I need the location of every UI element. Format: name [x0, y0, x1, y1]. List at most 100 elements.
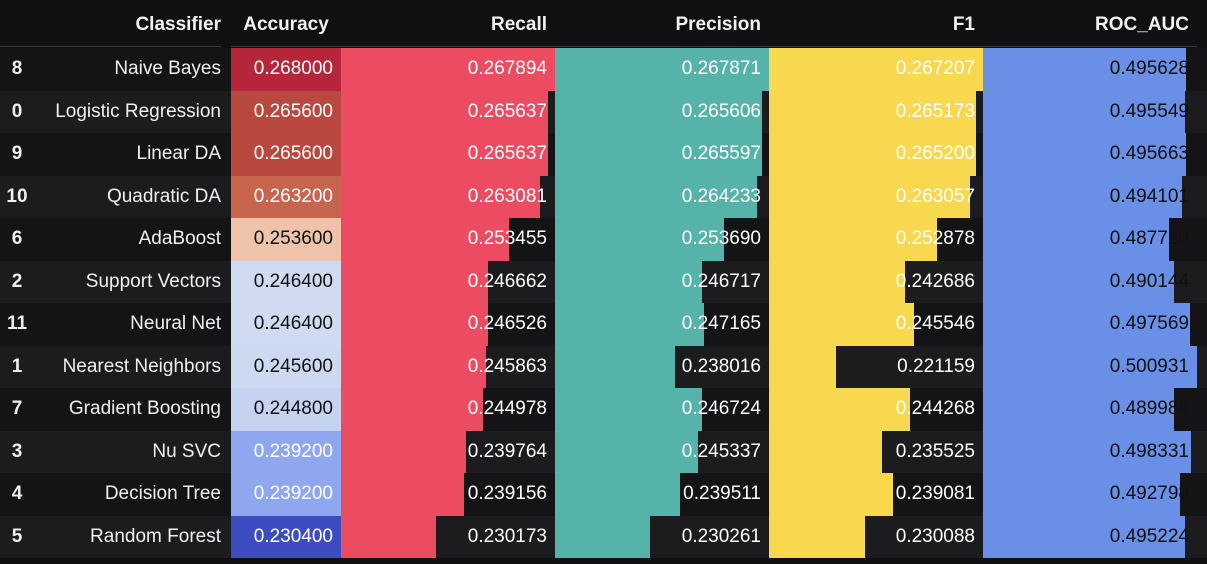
- precision-value: 0.230261: [681, 525, 761, 547]
- header-precision: Precision: [555, 0, 769, 47]
- recall-value: 0.230173: [467, 525, 547, 547]
- roc-auc-bar: [983, 515, 1185, 558]
- recall-cell: 0.245863: [341, 345, 555, 388]
- recall-cell: 0.263081: [341, 175, 555, 218]
- precision-value: 0.238016: [681, 355, 761, 377]
- recall-cell: 0.265637: [341, 133, 555, 176]
- recall-cell: 0.230173: [341, 515, 555, 558]
- recall-value: 0.267894: [467, 58, 547, 79]
- recall-value: 0.246662: [467, 270, 547, 292]
- precision-value: 0.265597: [681, 143, 761, 164]
- precision-cell: 0.245337: [555, 430, 769, 473]
- roc-auc-cell: 0.495628: [983, 48, 1197, 91]
- precision-bar: [555, 133, 762, 176]
- precision-value: 0.267871: [681, 58, 761, 79]
- recall-cell: 0.267894: [341, 48, 555, 91]
- precision-value: 0.253690: [681, 228, 761, 249]
- recall-bar: [341, 388, 483, 431]
- roc-auc-value: 0.494101: [1109, 185, 1189, 207]
- roc-auc-value: 0.497569: [1109, 313, 1189, 334]
- row-index: 1: [11, 355, 23, 377]
- precision-cell: 0.246717: [555, 260, 769, 303]
- roc-auc-bar: [983, 473, 1180, 516]
- f1-value: 0.265200: [895, 143, 975, 164]
- classifier-name: Decision Tree: [104, 483, 221, 504]
- precision-bar: [555, 515, 651, 558]
- header-classifier: Classifier: [34, 0, 221, 47]
- f1-bar: [769, 345, 837, 388]
- recall-value: 0.263081: [467, 185, 547, 207]
- f1-bar: [769, 430, 882, 473]
- recall-value: 0.253455: [467, 228, 547, 249]
- header-accuracy: Accuracy: [231, 0, 341, 47]
- f1-cell: 0.242686: [769, 260, 983, 303]
- accuracy-cell: 0.268000: [231, 48, 341, 91]
- classifier-name: Random Forest: [90, 525, 221, 547]
- precision-bar: [555, 345, 675, 388]
- table-row: 6 AdaBoost 0.253600 0.253455 0.253690 0.25287…: [0, 218, 1207, 261]
- recall-value: 0.239764: [467, 440, 547, 462]
- precision-value: 0.265606: [681, 100, 761, 122]
- roc-auc-cell: 0.500931: [983, 345, 1197, 388]
- precision-cell: 0.246724: [555, 388, 769, 431]
- f1-value: 0.252878: [895, 228, 975, 249]
- recall-bar: [341, 175, 540, 218]
- row-index: 9: [11, 143, 23, 164]
- recall-cell: 0.246526: [341, 303, 555, 346]
- recall-cell: 0.246662: [341, 260, 555, 303]
- roc-auc-cell: 0.498331: [983, 430, 1197, 473]
- precision-bar: [555, 90, 762, 133]
- roc-auc-cell: 0.495663: [983, 133, 1197, 176]
- roc-auc-cell: 0.495224: [983, 515, 1197, 558]
- recall-bar: [341, 90, 548, 133]
- row-index: 7: [11, 398, 23, 419]
- f1-value: 0.242686: [895, 270, 975, 292]
- f1-cell: 0.265200: [769, 133, 983, 176]
- precision-value: 0.264233: [681, 185, 761, 207]
- classifier-name: Quadratic DA: [106, 185, 221, 207]
- f1-cell: 0.239081: [769, 473, 983, 516]
- precision-bar: [555, 260, 703, 303]
- table-row: 1 Nearest Neighbors 0.245600 0.245863 0.2380…: [0, 345, 1207, 388]
- roc-auc-cell: 0.487720: [983, 218, 1197, 261]
- precision-bar: [555, 48, 769, 91]
- roc-auc-cell: 0.489988: [983, 388, 1197, 431]
- f1-bar: [769, 260, 905, 303]
- f1-value: 0.230088: [895, 525, 975, 547]
- recall-bar: [341, 218, 510, 261]
- f1-bar: [769, 388, 910, 431]
- f1-cell: 0.245546: [769, 303, 983, 346]
- roc-auc-bar: [983, 388, 1174, 431]
- table-row: 10 Quadratic DA 0.263200 0.263081 0.264233 0.…: [0, 175, 1207, 218]
- roc-auc-value: 0.487720: [1109, 228, 1189, 249]
- table-row: 11 Neural Net 0.246400 0.246526 0.247165 0.24…: [0, 303, 1207, 346]
- f1-value: 0.239081: [895, 483, 975, 504]
- accuracy-cell: 0.253600: [231, 218, 341, 261]
- precision-cell: 0.253690: [555, 218, 769, 261]
- accuracy-cell: 0.230400: [231, 515, 341, 558]
- roc-auc-value: 0.495628: [1109, 58, 1189, 79]
- f1-value: 0.267207: [895, 58, 975, 79]
- roc-auc-value: 0.490144: [1109, 270, 1189, 292]
- table-row: 4 Decision Tree 0.239200 0.239156 0.239511 0.…: [0, 473, 1207, 516]
- roc-auc-cell: 0.495549: [983, 90, 1197, 133]
- f1-value: 0.235525: [895, 440, 975, 462]
- recall-value: 0.246526: [467, 313, 547, 334]
- precision-bar: [555, 473, 680, 516]
- recall-bar: [341, 133, 548, 176]
- roc-auc-value: 0.495663: [1109, 143, 1189, 164]
- recall-bar: [341, 303, 488, 346]
- roc-auc-cell: 0.492798: [983, 473, 1197, 516]
- header-roc-auc: ROC_AUC: [983, 0, 1197, 47]
- recall-bar: [341, 48, 555, 91]
- classifier-name: Neural Net: [130, 313, 221, 334]
- precision-bar: [555, 175, 758, 218]
- precision-cell: 0.267871: [555, 48, 769, 91]
- f1-value: 0.263057: [895, 185, 975, 207]
- f1-cell: 0.267207: [769, 48, 983, 91]
- roc-auc-bar: [983, 303, 1190, 346]
- classifier-name: Nearest Neighbors: [62, 355, 221, 377]
- recall-bar: [341, 473, 465, 516]
- classifier-name: Naive Bayes: [114, 58, 221, 79]
